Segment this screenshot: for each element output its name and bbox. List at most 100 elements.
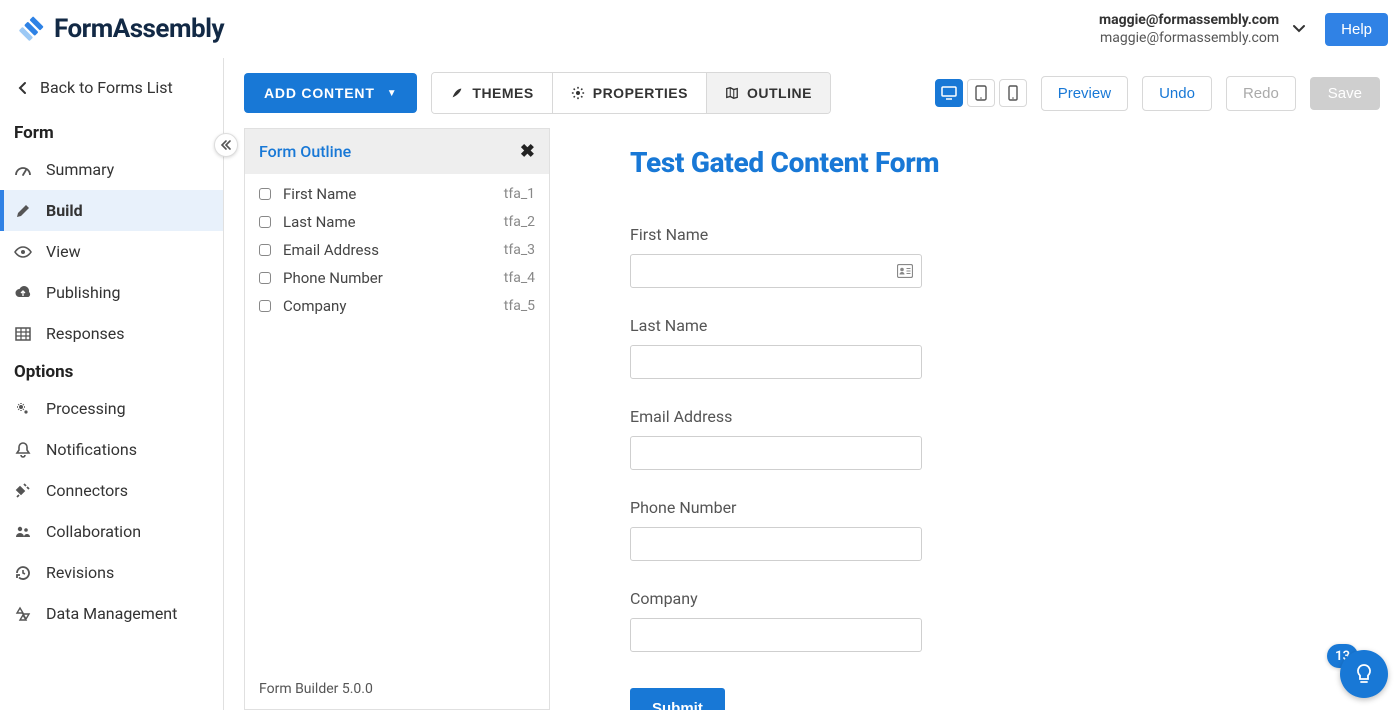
- chevron-left-icon: [18, 81, 28, 95]
- field-input[interactable]: [630, 436, 922, 470]
- tab-themes[interactable]: THEMES: [432, 73, 552, 113]
- back-to-forms-link[interactable]: Back to Forms List: [0, 66, 223, 115]
- form-field: Phone Number: [630, 498, 1320, 561]
- field-label: Email Address: [630, 407, 1320, 426]
- sidebar-item-label: View: [46, 242, 81, 261]
- sidebar-item-label: Publishing: [46, 283, 120, 302]
- sidebar-item-label: Notifications: [46, 440, 137, 459]
- sidebar-item-connectors[interactable]: Connectors: [0, 470, 223, 511]
- sidebar-item-label: Summary: [46, 160, 114, 179]
- field-label: First Name: [630, 225, 1320, 244]
- sidebar-item-processing[interactable]: Processing: [0, 388, 223, 429]
- sidebar-item-publishing[interactable]: Publishing: [0, 272, 223, 313]
- undo-button[interactable]: Undo: [1142, 76, 1212, 111]
- add-content-button[interactable]: ADD CONTENT ▼: [244, 73, 417, 113]
- sidebar-item-label: Data Management: [46, 604, 177, 623]
- outline-item-id: tfa_5: [504, 298, 535, 314]
- toolbar-tabs: THEMES PROPERTIES OUTLINE: [431, 72, 831, 114]
- assistant-button[interactable]: [1340, 650, 1388, 698]
- outline-panel: Form Outline ✖ First Nametfa_1Last Namet…: [244, 128, 550, 710]
- sidebar-item-label: Revisions: [46, 563, 114, 582]
- sidebar-item-view[interactable]: View: [0, 231, 223, 272]
- sidebar-item-build[interactable]: Build: [0, 190, 223, 231]
- submit-button[interactable]: Submit: [630, 688, 725, 710]
- chevron-double-left-icon: [220, 139, 232, 151]
- user-email-primary: maggie@formassembly.com: [1099, 11, 1279, 29]
- outline-item-name: Last Name: [283, 213, 504, 231]
- field-marker-icon: [259, 272, 271, 284]
- cogs-icon: [14, 400, 32, 418]
- outline-item[interactable]: Email Addresstfa_3: [245, 236, 549, 264]
- outline-footer: Form Builder 5.0.0: [245, 669, 549, 709]
- outline-item-name: Email Address: [283, 241, 504, 259]
- sidebar-item-data-management[interactable]: Data Management: [0, 593, 223, 634]
- map-icon: [725, 86, 739, 100]
- gauge-icon: [14, 161, 32, 179]
- builder-toolbar: ADD CONTENT ▼ THEMES PROPERTIES OUTLINE: [224, 58, 1400, 128]
- tablet-icon: [975, 85, 987, 101]
- outline-item-id: tfa_1: [504, 186, 535, 202]
- redo-button[interactable]: Redo: [1226, 76, 1296, 111]
- users-icon: [14, 523, 32, 541]
- sidebar-heading-form: Form: [0, 115, 223, 149]
- history-icon: [14, 564, 32, 582]
- field-input[interactable]: [630, 254, 922, 288]
- field-input[interactable]: [630, 618, 922, 652]
- help-button[interactable]: Help: [1325, 13, 1388, 46]
- form-field: First Name: [630, 225, 1320, 288]
- field-marker-icon: [259, 300, 271, 312]
- outline-item-id: tfa_3: [504, 242, 535, 258]
- pencil-icon: [14, 202, 32, 220]
- sidebar-item-summary[interactable]: Summary: [0, 149, 223, 190]
- form-field: Company: [630, 589, 1320, 652]
- sidebar-item-label: Responses: [46, 324, 125, 343]
- save-button[interactable]: Save: [1310, 77, 1380, 110]
- outline-header: Form Outline ✖: [245, 129, 549, 174]
- sidebar: Back to Forms List Form Summary Build View…: [0, 58, 224, 710]
- field-input[interactable]: [630, 527, 922, 561]
- tab-properties[interactable]: PROPERTIES: [553, 73, 707, 113]
- brand-logo[interactable]: FormAssembly: [16, 14, 224, 44]
- outline-item[interactable]: Companytfa_5: [245, 292, 549, 320]
- field-label: Company: [630, 589, 1320, 608]
- back-label: Back to Forms List: [40, 78, 173, 97]
- outline-item-name: First Name: [283, 185, 504, 203]
- header-right: maggie@formassembly.com maggie@formassem…: [1099, 11, 1388, 47]
- sidebar-item-label: Build: [46, 201, 83, 220]
- cloud-upload-icon: [14, 284, 32, 302]
- mobile-icon: [1008, 85, 1018, 101]
- plug-icon: [14, 482, 32, 500]
- desktop-icon: [941, 86, 957, 100]
- sidebar-heading-options: Options: [0, 354, 223, 388]
- form-title: Test Gated Content Form: [630, 146, 1320, 179]
- field-marker-icon: [259, 216, 271, 228]
- outline-title: Form Outline: [259, 142, 351, 161]
- sidebar-item-collaboration[interactable]: Collaboration: [0, 511, 223, 552]
- field-input[interactable]: [630, 345, 922, 379]
- outline-item-name: Company: [283, 297, 504, 315]
- device-mobile-button[interactable]: [999, 79, 1027, 107]
- collapse-sidebar-button[interactable]: [214, 133, 238, 157]
- user-menu[interactable]: maggie@formassembly.com maggie@formassem…: [1099, 11, 1307, 47]
- brand-name: FormAssembly: [54, 14, 224, 44]
- lightbulb-icon: [1352, 662, 1376, 686]
- outline-item-id: tfa_4: [504, 270, 535, 286]
- device-desktop-button[interactable]: [935, 79, 963, 107]
- tab-outline[interactable]: OUTLINE: [707, 73, 830, 113]
- outline-item[interactable]: First Nametfa_1: [245, 180, 549, 208]
- field-marker-icon: [259, 244, 271, 256]
- device-tablet-button[interactable]: [967, 79, 995, 107]
- bell-icon: [14, 441, 32, 459]
- sidebar-item-notifications[interactable]: Notifications: [0, 429, 223, 470]
- outline-item[interactable]: Last Nametfa_2: [245, 208, 549, 236]
- preview-button[interactable]: Preview: [1041, 76, 1128, 111]
- sidebar-item-responses[interactable]: Responses: [0, 313, 223, 354]
- sidebar-item-label: Collaboration: [46, 522, 141, 541]
- outline-item[interactable]: Phone Numbertfa_4: [245, 264, 549, 292]
- gear-icon: [571, 86, 585, 100]
- brush-icon: [450, 86, 464, 100]
- brand-mark-icon: [16, 14, 46, 44]
- sidebar-item-revisions[interactable]: Revisions: [0, 552, 223, 593]
- contact-card-icon: [897, 264, 913, 278]
- close-outline-button[interactable]: ✖: [520, 141, 535, 162]
